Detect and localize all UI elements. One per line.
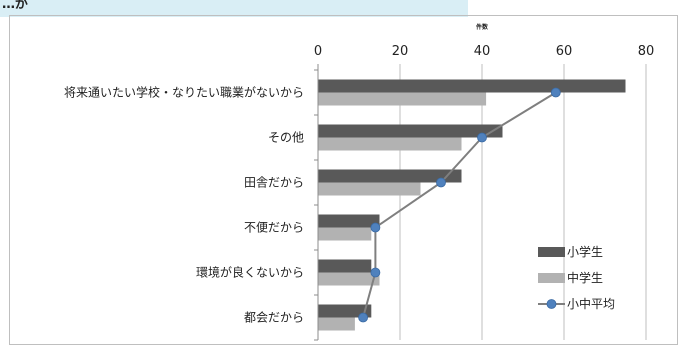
- legend-label: 小中平均: [567, 296, 615, 311]
- category-label: その他: [268, 131, 304, 145]
- category-label: 都会だから: [244, 311, 304, 325]
- average-marker: [436, 177, 446, 188]
- bar-junior-high: [318, 272, 380, 286]
- average-line-path: [362, 91, 557, 318]
- bar-junior-high: [318, 182, 421, 196]
- category-labels: 将来通いたい学校・なりたい職業がないからその他田舎だから不便だから環境が良くない…: [64, 85, 304, 325]
- legend-marker: [546, 299, 557, 309]
- average-marker: [370, 222, 381, 233]
- legend-swatch: [538, 247, 565, 257]
- legend-swatch: [538, 273, 565, 283]
- average-marker: [370, 267, 381, 278]
- bar-elementary: [318, 259, 372, 273]
- unit-label: 件数: [476, 23, 489, 31]
- header-band: …が: [0, 0, 468, 17]
- bar-elementary: [318, 79, 626, 93]
- category-label: 田舎だから: [244, 176, 304, 190]
- bar-junior-high: [318, 317, 355, 331]
- bar-junior-high: [318, 137, 462, 151]
- bars: [318, 79, 626, 331]
- average-marker: [477, 132, 487, 143]
- bar-junior-high: [318, 227, 372, 241]
- average-marker: [550, 87, 561, 98]
- tick-labels: 0 20 40 60 80: [314, 44, 654, 59]
- x-tick-label: 0: [314, 44, 322, 59]
- bar-elementary: [318, 214, 380, 228]
- bar-elementary: [318, 304, 372, 318]
- legend-label: 小学生: [567, 244, 603, 259]
- category-label: 不便だから: [244, 221, 304, 235]
- category-label: 将来通いたい学校・なりたい職業がないから: [64, 85, 304, 100]
- legend-label: 中学生: [567, 270, 603, 285]
- bar-elementary: [318, 124, 503, 138]
- average-marker: [358, 312, 369, 323]
- x-tick-label: 60: [556, 44, 573, 59]
- axes: [314, 64, 319, 341]
- gridlines: [399, 64, 647, 340]
- x-tick-label: 80: [638, 44, 655, 59]
- header-text: …が: [2, 0, 29, 12]
- x-tick-label: 20: [392, 44, 409, 59]
- x-tick-label: 40: [474, 44, 491, 59]
- average-line: [358, 87, 561, 323]
- category-label: 環境が良くないから: [196, 265, 304, 280]
- bar-elementary: [318, 169, 462, 183]
- chart-border: [9, 15, 678, 345]
- bar-junior-high: [318, 92, 487, 106]
